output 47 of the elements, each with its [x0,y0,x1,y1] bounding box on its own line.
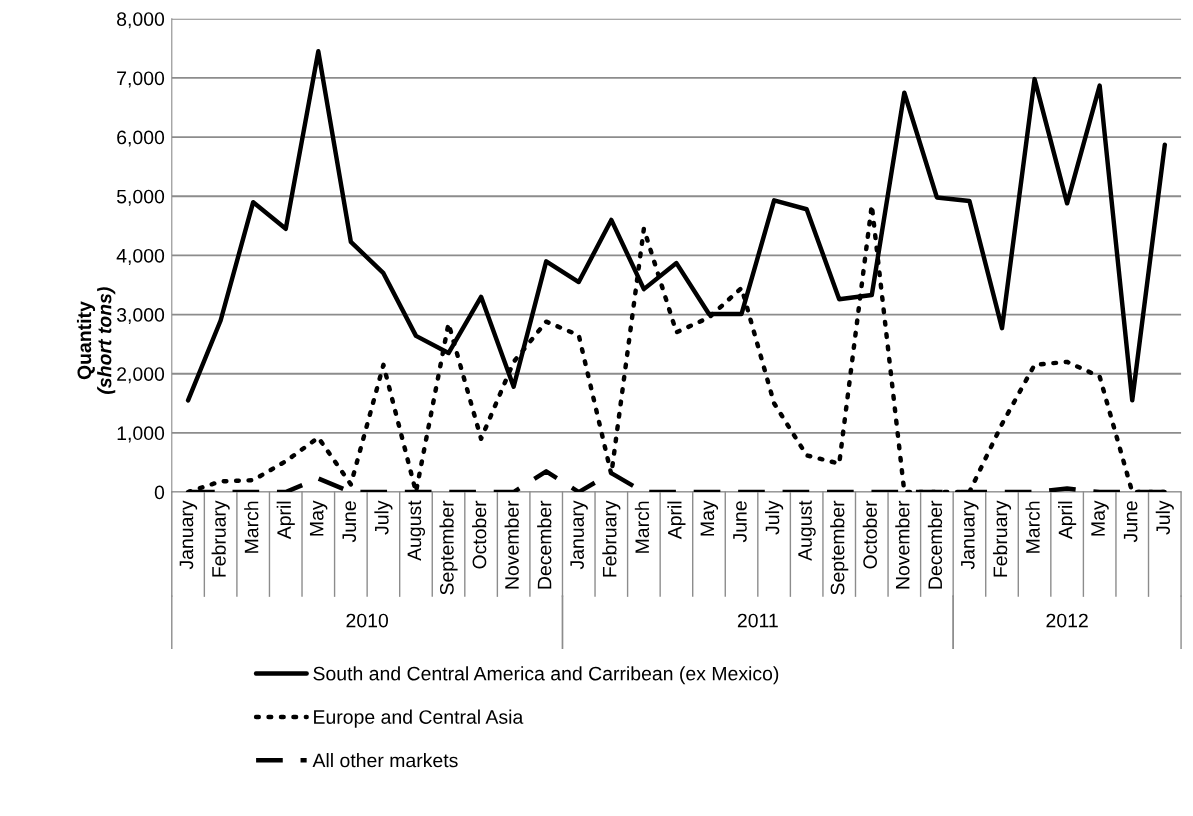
x-tick-label: May [700,500,719,536]
x-tick-label: September [439,500,458,595]
x-tick-label: August [407,500,426,561]
x-tick-label: November [504,500,519,589]
y-tick-label: 0 [154,485,165,500]
x-tick-label: February [211,500,230,577]
x-tick-label: March [244,501,259,553]
x-tick-label: October [472,500,487,569]
x-tick-label: April [1058,501,1077,540]
text: 2011 [737,613,778,628]
text: 2012 [1046,613,1088,628]
y-tick-label: 3,000 [116,308,165,325]
y-tick-label: 7,000 [117,71,165,88]
y-axis-title: Quantity (short tons) [76,287,116,394]
x-tick-label: July [1155,500,1174,535]
y-tick-label: 1,000 [117,426,165,443]
x-tick-label: May [1091,500,1109,536]
x-tick-label: January [570,500,588,570]
x-tick-label: June [1123,501,1138,543]
y-tick-label: 8,000 [117,12,165,29]
x-tick-label: December [927,500,943,589]
x-tick-label: November [895,500,910,589]
text: 2010 [346,613,389,628]
x-tick-label: October [862,500,877,569]
x-tick-label: May [309,500,328,536]
x-tick-label: July [765,500,784,535]
y-tick-label: 2,000 [117,367,165,384]
x-tick-label: September [830,500,849,595]
x-tick-label: January [961,500,979,570]
x-tick-label: February [602,500,621,577]
legend-label: Europe and Central Asia [314,709,524,728]
x-tick-label: June [733,501,747,543]
x-tick-label: June [342,501,357,543]
x-tick-label: July [374,500,393,535]
x-tick-label: April [276,501,295,540]
y-tick-label: 4,000 [116,248,165,265]
x-tick-label: August [798,500,816,561]
x-tick-label: December [537,500,552,589]
x-tick-label: March [634,501,650,553]
x-tick-label: January [179,500,198,570]
x-tick-label: April [667,501,686,540]
legend-label: All other markets [312,753,458,768]
y-tick-label: 6,000 [117,130,165,147]
x-tick-label: March [1025,501,1040,553]
y-tick-label: 5,000 [116,189,165,206]
x-tick-label: February [992,500,1012,577]
legend-label: South and Central America and Carribean (ex Mexico) [313,666,779,685]
